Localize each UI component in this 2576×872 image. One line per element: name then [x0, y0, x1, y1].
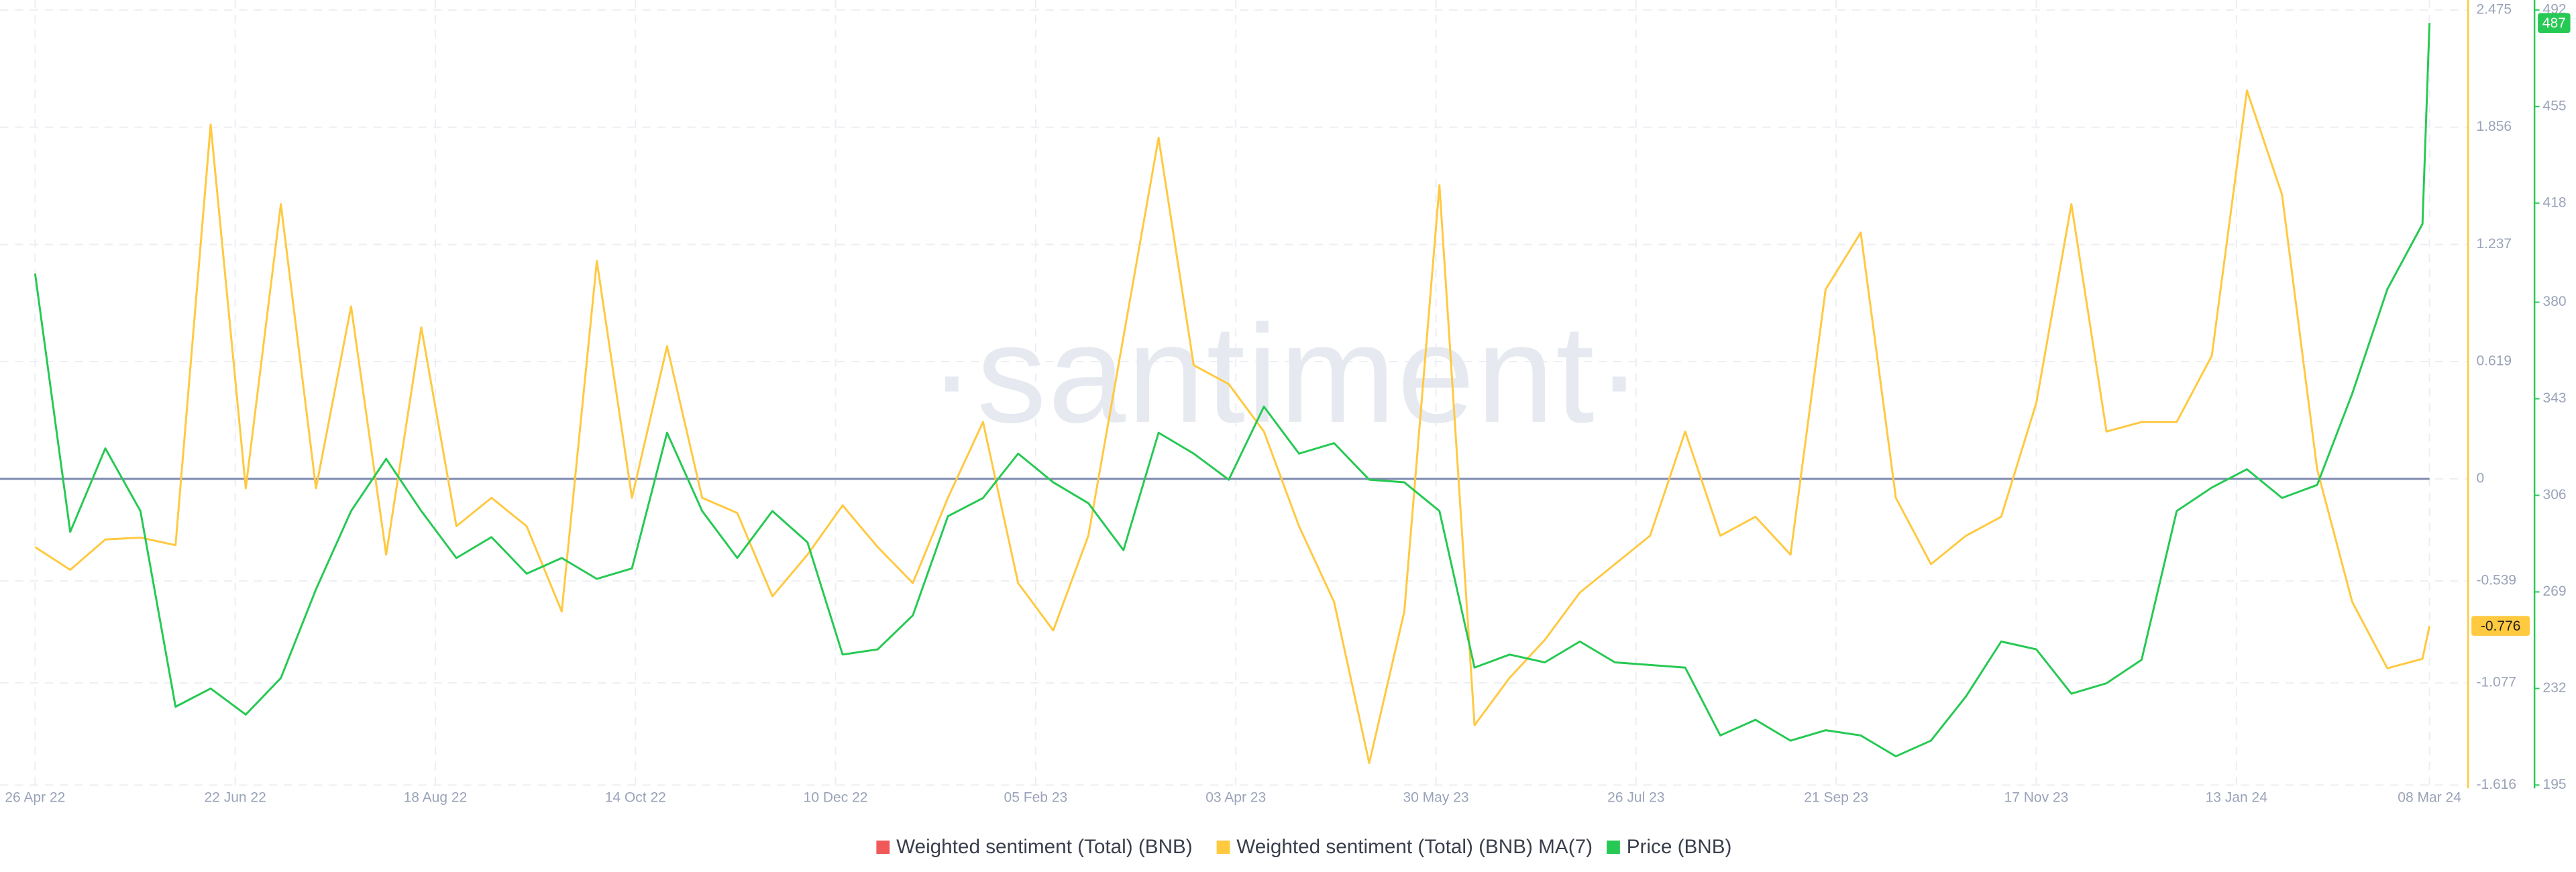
y-tick-label: -0.539 [2477, 573, 2517, 588]
y-tick-label: 0.619 [2477, 353, 2512, 369]
legend-label: Price (BNB) [1627, 836, 1732, 858]
x-tick-label: 18 Aug 22 [404, 790, 468, 806]
y2-tick-label: 343 [2543, 390, 2567, 406]
x-tick-label: 05 Feb 23 [1004, 790, 1068, 806]
x-tick-label: 14 Oct 22 [605, 790, 666, 806]
legend-swatch [876, 840, 890, 855]
y-tick-label: 2.475 [2477, 1, 2512, 17]
x-tick-label: 26 Apr 22 [5, 790, 65, 806]
series-line [34, 23, 2431, 758]
y-tick-label: 1.237 [2477, 236, 2512, 252]
x-tick-label: 26 Jul 23 [1607, 790, 1664, 806]
x-tick-label: 13 Jan 24 [2206, 790, 2268, 806]
y2-tick-label: 418 [2543, 195, 2567, 210]
x-tick-label: 17 Nov 23 [2004, 790, 2069, 806]
y2-tick-label: 455 [2543, 98, 2567, 113]
y-tick-label: 0 [2477, 470, 2485, 486]
series-line [34, 89, 2431, 765]
last-value-label: -0.776 [2481, 618, 2521, 634]
y2-tick-label: 269 [2543, 584, 2567, 599]
x-tick-label: 10 Dec 22 [804, 790, 868, 806]
y2-tick-label: 380 [2543, 294, 2567, 309]
legend-label: Weighted sentiment (Total) (BNB) [896, 836, 1193, 858]
last-value-badge [2538, 13, 2571, 34]
x-tick-label: 30 May 23 [1403, 790, 1468, 806]
last-value-badge [2471, 616, 2530, 636]
legend-swatch [1607, 840, 1620, 855]
x-tick-label: 21 Sep 23 [1804, 790, 1868, 806]
last-value-label: 487 [2542, 15, 2566, 31]
watermark: ·santiment· [928, 296, 1644, 452]
y2-tick-label: 306 [2543, 487, 2567, 502]
legend-swatch [1216, 840, 1230, 855]
y-tick-label: -1.077 [2477, 675, 2517, 690]
y2-tick-label: 195 [2543, 777, 2567, 792]
y2-tick-label: 232 [2543, 680, 2567, 696]
legend-label: Weighted sentiment (Total) (BNB) MA(7) [1236, 836, 1593, 858]
y-tick-label: -1.616 [2477, 777, 2517, 792]
x-tick-label: 03 Apr 23 [1205, 790, 1266, 806]
x-tick-label: 22 Jun 22 [204, 790, 266, 806]
y-tick-label: 1.856 [2477, 119, 2512, 134]
x-tick-label: 08 Mar 24 [2398, 790, 2461, 806]
